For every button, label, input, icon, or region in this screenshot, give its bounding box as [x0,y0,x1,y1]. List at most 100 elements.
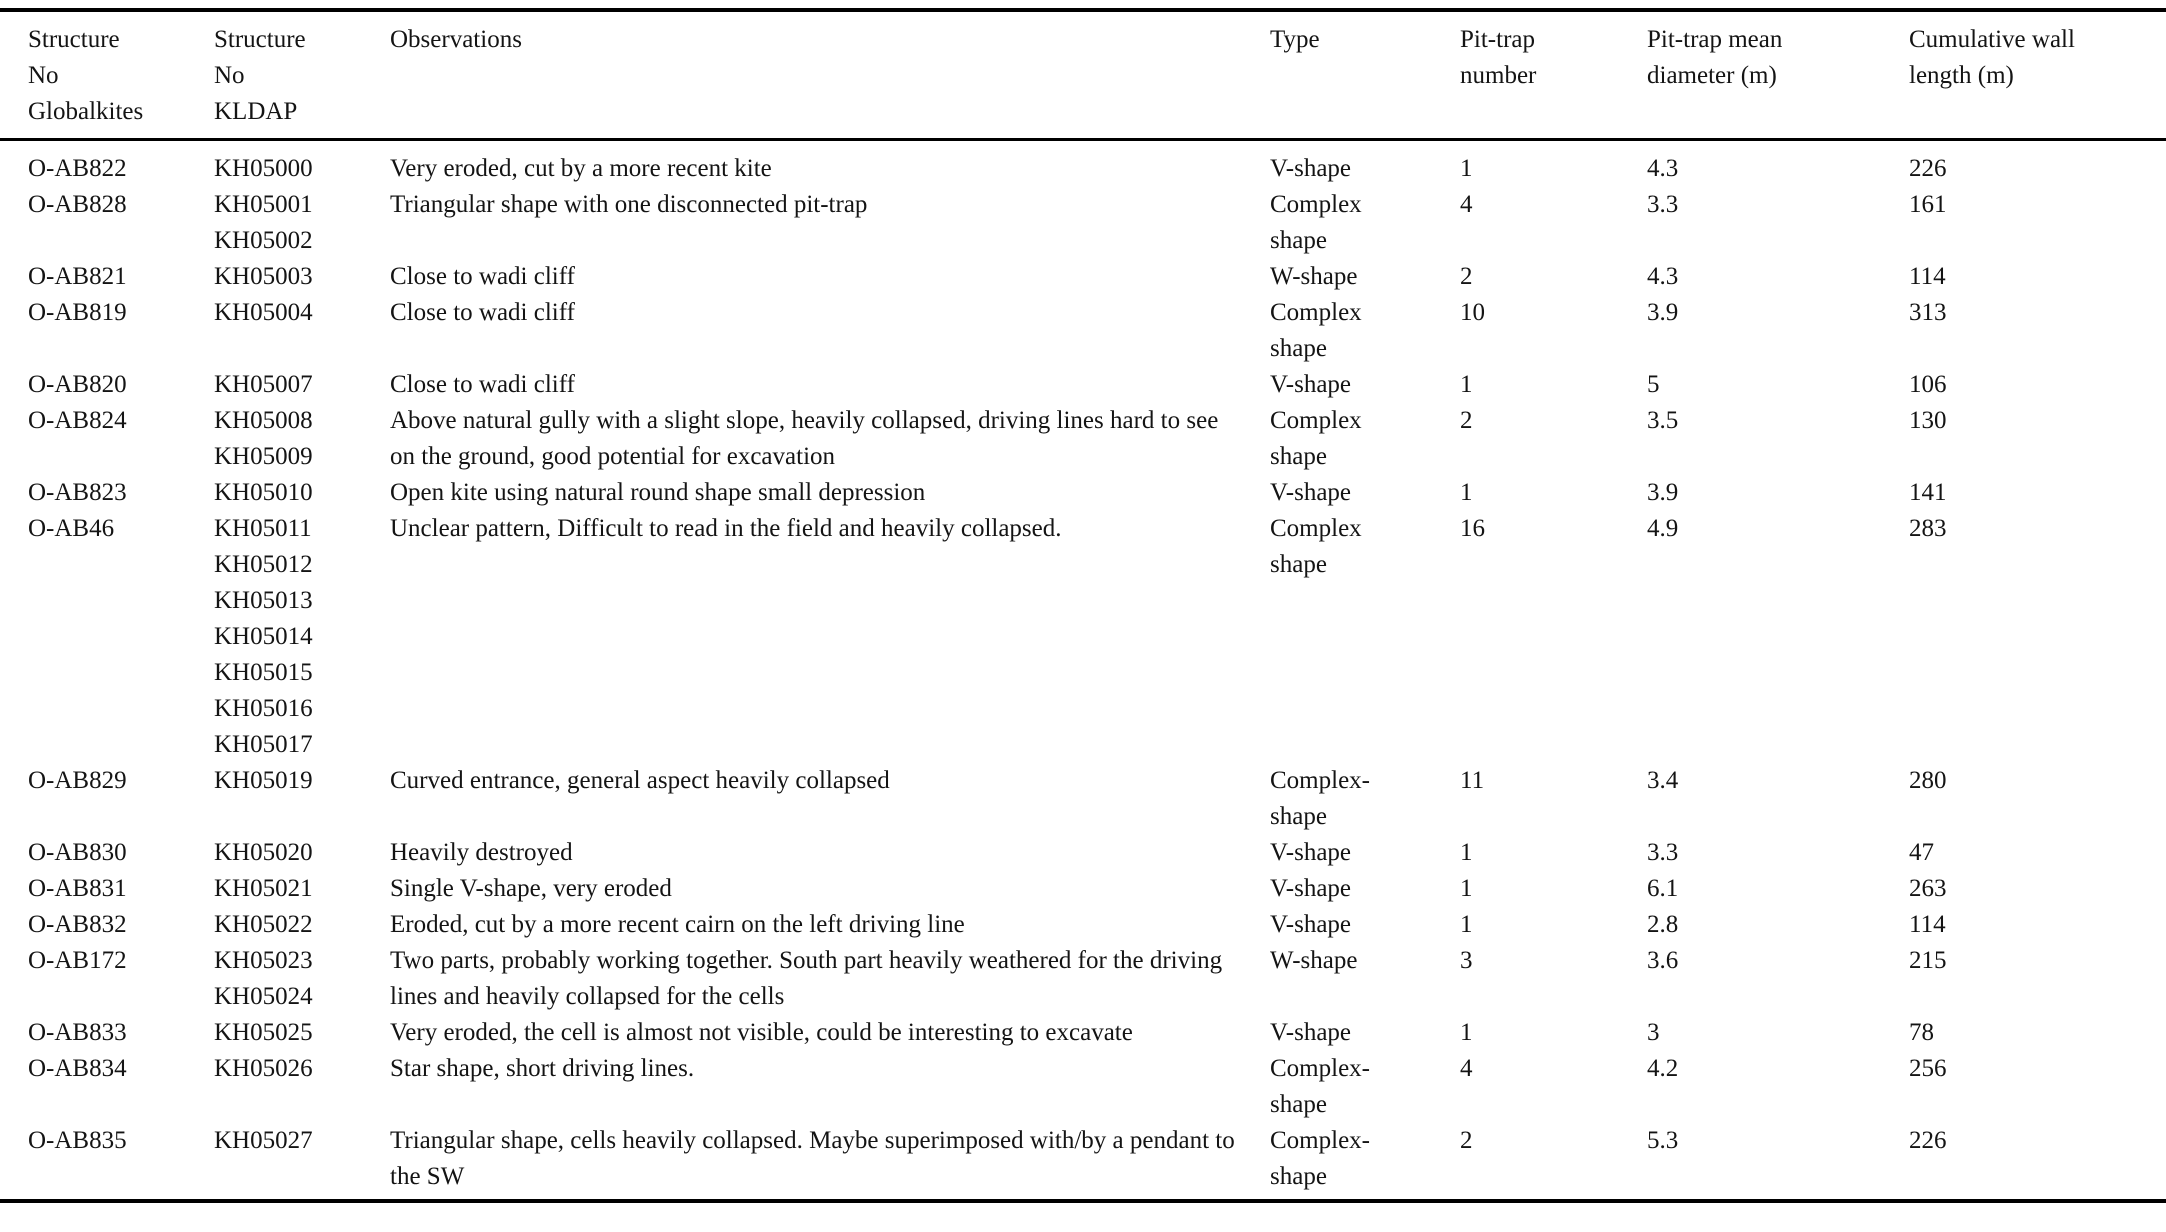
cell-pit-trap-number: 1 [1460,155,1473,182]
cell-pit-trap-mean-diameter: 3.3 [1647,191,1679,218]
cell-structure-no-globalkites: O-AB832 [28,911,127,938]
cell-pit-trap-number: 2 [1460,407,1473,434]
cell-observations: Single V-shape, very eroded [390,875,672,902]
cell-pit-trap-mean-diameter: 3.5 [1647,407,1679,434]
cell-type: Complex shape [1270,407,1362,470]
cell-observations: Close to wadi cliff [390,371,575,398]
cell-type: W-shape [1270,263,1358,290]
cell-cumulative-wall-length: 313 [1909,299,1947,326]
cell-structure-no-kldap: KH05025 [214,1019,313,1046]
cell-structure-no-kldap: KH05004 [214,299,313,326]
cell-structure-no-globalkites: O-AB835 [28,1127,127,1154]
cell-observations: Very eroded, cut by a more recent kite [390,155,772,182]
cell-cumulative-wall-length: 141 [1909,479,1947,506]
cell-type: V-shape [1270,1019,1352,1046]
cell-cumulative-wall-length: 161 [1909,191,1947,218]
cell-observations: Triangular shape, cells heavily collapse… [390,1127,1235,1190]
table-row: O-AB820 KH05007 Close to wadi cliff V-sh… [0,367,2166,403]
cell-structure-no-kldap: KH05026 [214,1055,313,1082]
cell-structure-no-kldap: KH05022 [214,911,313,938]
cell-type: V-shape [1270,155,1352,182]
cell-type: Complex- shape [1270,767,1370,830]
cell-observations: Eroded, cut by a more recent cairn on th… [390,911,965,938]
table-row: O-AB834 KH05026 Star shape, short drivin… [0,1051,2166,1123]
cell-pit-trap-mean-diameter: 3.9 [1647,299,1679,326]
cell-type: V-shape [1270,479,1352,506]
cell-cumulative-wall-length: 280 [1909,767,1947,794]
cell-structure-no-kldap: KH05008 KH05009 [214,407,313,470]
cell-type: V-shape [1270,839,1352,866]
cell-pit-trap-mean-diameter: 3.4 [1647,767,1679,794]
table-row: O-AB172 KH05023 KH05024 Two parts, proba… [0,943,2166,1015]
cell-observations: Triangular shape with one disconnected p… [390,191,868,218]
cell-observations: Close to wadi cliff [390,263,575,290]
cell-pit-trap-mean-diameter: 4.9 [1647,515,1679,542]
table-row: O-AB831 KH05021 Single V-shape, very ero… [0,871,2166,907]
cell-observations: Close to wadi cliff [390,299,575,326]
table-header: Structure No Globalkites Structure No KL… [0,10,2166,141]
cell-structure-no-globalkites: O-AB820 [28,371,127,398]
cell-cumulative-wall-length: 283 [1909,515,1947,542]
cell-pit-trap-number: 1 [1460,371,1473,398]
cell-structure-no-kldap: KH05003 [214,263,313,290]
cell-pit-trap-mean-diameter: 4.3 [1647,263,1679,290]
cell-pit-trap-number: 4 [1460,191,1473,218]
cell-cumulative-wall-length: 226 [1909,155,1947,182]
header-observations: Observations [390,10,1270,141]
cell-structure-no-globalkites: O-AB829 [28,767,127,794]
cell-pit-trap-number: 10 [1460,299,1485,326]
cell-observations: Curved entrance, general aspect heavily … [390,767,890,794]
cell-structure-no-globalkites: O-AB834 [28,1055,127,1082]
cell-structure-no-kldap: KH05001 KH05002 [214,191,313,254]
table-row: O-AB822 KH05000 Very eroded, cut by a mo… [0,140,2166,188]
cell-observations: Star shape, short driving lines. [390,1055,695,1082]
cell-pit-trap-number: 2 [1460,263,1473,290]
table-row: O-AB821 KH05003 Close to wadi cliff W-sh… [0,259,2166,295]
cell-structure-no-kldap: KH05020 [214,839,313,866]
cell-type: Complex shape [1270,515,1362,578]
cell-structure-no-globalkites: O-AB830 [28,839,127,866]
cell-pit-trap-mean-diameter: 2.8 [1647,911,1679,938]
table-row: O-AB832 KH05022 Eroded, cut by a more re… [0,907,2166,943]
cell-cumulative-wall-length: 226 [1909,1127,1947,1154]
table-row: O-AB824 KH05008 KH05009 Above natural gu… [0,403,2166,475]
table-row: O-AB46 KH05011 KH05012 KH05013 KH05014 K… [0,511,2166,763]
cell-pit-trap-mean-diameter: 3.3 [1647,839,1679,866]
table-row: O-AB829 KH05019 Curved entrance, general… [0,763,2166,835]
table-body: O-AB822 KH05000 Very eroded, cut by a mo… [0,140,2166,1202]
cell-structure-no-globalkites: O-AB824 [28,407,127,434]
cell-pit-trap-mean-diameter: 4.3 [1647,155,1679,182]
cell-pit-trap-mean-diameter: 4.2 [1647,1055,1679,1082]
cell-pit-trap-mean-diameter: 6.1 [1647,875,1679,902]
cell-pit-trap-mean-diameter: 5.3 [1647,1127,1679,1154]
cell-observations: Above natural gully with a slight slope,… [390,407,1219,470]
cell-observations: Heavily destroyed [390,839,573,866]
table-row: O-AB823 KH05010 Open kite using natural … [0,475,2166,511]
header-pit-trap-mean-diameter: Pit-trap mean diameter (m) [1647,10,1909,141]
cell-structure-no-kldap: KH05019 [214,767,313,794]
cell-type: Complex- shape [1270,1055,1370,1118]
cell-structure-no-kldap: KH05021 [214,875,313,902]
cell-cumulative-wall-length: 114 [1909,911,1946,938]
cell-structure-no-globalkites: O-AB819 [28,299,127,326]
cell-type: V-shape [1270,875,1352,902]
cell-structure-no-globalkites: O-AB172 [28,947,127,974]
cell-observations: Very eroded, the cell is almost not visi… [390,1019,1133,1046]
cell-observations: Unclear pattern, Difficult to read in th… [390,515,1062,542]
table-row: O-AB819 KH05004 Close to wadi cliff Comp… [0,295,2166,367]
cell-pit-trap-number: 4 [1460,1055,1473,1082]
header-cumulative-wall-length: Cumulative wall length (m) [1909,10,2166,141]
cell-structure-no-kldap: KH05000 [214,155,313,182]
kite-survey-table-container: Structure No Globalkites Structure No KL… [0,8,2166,1203]
cell-pit-trap-number: 1 [1460,1019,1473,1046]
cell-pit-trap-number: 2 [1460,1127,1473,1154]
cell-pit-trap-mean-diameter: 3.6 [1647,947,1679,974]
cell-cumulative-wall-length: 114 [1909,263,1946,290]
cell-observations: Two parts, probably working together. So… [390,947,1223,1010]
cell-cumulative-wall-length: 263 [1909,875,1947,902]
cell-cumulative-wall-length: 256 [1909,1055,1947,1082]
cell-structure-no-kldap: KH05011 KH05012 KH05013 KH05014 KH05015 … [214,515,313,758]
cell-cumulative-wall-length: 130 [1909,407,1947,434]
cell-observations: Open kite using natural round shape smal… [390,479,926,506]
cell-cumulative-wall-length: 47 [1909,839,1934,866]
